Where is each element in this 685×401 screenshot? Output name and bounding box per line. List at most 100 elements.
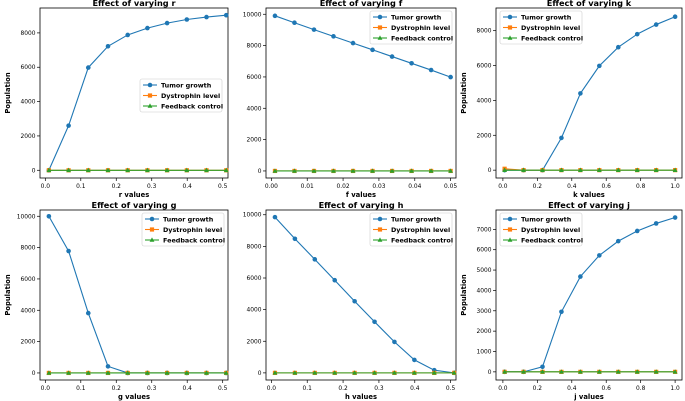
y-tick-label: 6000 xyxy=(21,277,36,283)
data-point xyxy=(292,168,297,173)
legend-marker xyxy=(147,103,153,108)
data-point xyxy=(540,364,545,370)
data-point xyxy=(577,167,583,172)
plot-frame xyxy=(265,209,457,381)
x-tick-label: 0.2 xyxy=(533,386,543,392)
data-point xyxy=(125,370,131,375)
y-tick-label: 4000 xyxy=(247,106,262,112)
data-point xyxy=(292,236,298,242)
x-tick-label: 0.4 xyxy=(567,184,577,190)
legend-label: Feedback control xyxy=(163,236,225,244)
subplot-1: Effect of varying r 0.0 0.1 0.2 0.3 0.4 0.5 0 20… xyxy=(4,0,229,199)
x-tick-label: 0.4 xyxy=(567,386,577,392)
data-point xyxy=(597,253,602,258)
data-point xyxy=(105,370,111,375)
x-tick-label: 0.05 xyxy=(444,184,457,190)
data-point xyxy=(46,167,52,173)
legend-label: Feedback control xyxy=(391,34,453,42)
data-point xyxy=(164,370,170,375)
legend-label: Dystrophin level xyxy=(521,226,580,234)
x-tick-label: 0.1 xyxy=(303,386,313,392)
subplot-3: Effect of varying k 0.0 0.2 0.4 0.6 0.8 1.0 0 20… xyxy=(460,0,683,199)
x-tick-label: 0.3 xyxy=(147,386,157,392)
legend-marker xyxy=(149,237,155,242)
y-tick-label: 10000 xyxy=(17,214,36,220)
data-point xyxy=(145,167,150,173)
x-tick-label: 0.0 xyxy=(41,184,51,190)
legend-label: Tumor growth xyxy=(391,13,442,21)
x-tick-label: 0.0 xyxy=(498,386,508,392)
data-point xyxy=(431,370,437,375)
series-tumor-growth xyxy=(502,215,678,375)
x-tick-label: 0.00 xyxy=(265,184,278,190)
y-tick-label: 8000 xyxy=(247,244,262,250)
subplot-4: Effect of varying g 0.0 0.1 0.2 0.3 0.4 0.5 0 20… xyxy=(4,200,229,401)
x-tick-label: 0.2 xyxy=(112,184,122,190)
data-point xyxy=(502,167,508,172)
legend-label: Feedback control xyxy=(521,34,583,42)
legend-marker xyxy=(377,25,383,30)
y-tick-label: 0 xyxy=(32,371,36,377)
legend-label: Dystrophin level xyxy=(161,92,220,100)
x-tick-label: 0.8 xyxy=(636,386,646,392)
data-point xyxy=(577,369,583,374)
data-point xyxy=(331,34,336,39)
chart-title: Effect of varying k xyxy=(547,0,632,8)
data-point xyxy=(634,167,640,172)
y-tick-label: 8000 xyxy=(247,44,262,50)
legend-box xyxy=(139,78,223,113)
data-point xyxy=(105,167,111,173)
legend: Tumor growth Dystrophin level Feedback con… xyxy=(499,212,583,247)
data-point xyxy=(350,168,356,173)
data-point xyxy=(105,364,111,369)
y-tick-label: 8000 xyxy=(21,31,36,37)
x-axis-label: r values xyxy=(119,191,150,199)
legend-marker xyxy=(377,216,383,222)
y-tick-label: 8000 xyxy=(477,29,492,35)
legend-label: Dystrophin level xyxy=(521,24,580,32)
series-feedback-control xyxy=(502,369,678,374)
x-axis-label: j values xyxy=(573,393,604,401)
x-tick-label: 0.5 xyxy=(218,386,228,392)
data-point xyxy=(311,27,317,32)
data-point xyxy=(540,369,545,374)
series-line xyxy=(48,14,227,171)
subplot-2: Effect of varying f 0.00 0.01 0.02 0.03 0.04 0… xyxy=(243,0,458,199)
x-tick-label: 0.0 xyxy=(498,184,508,190)
y-tick-label: 2000 xyxy=(247,339,262,345)
legend-marker xyxy=(147,82,153,88)
data-point xyxy=(653,22,659,27)
data-point xyxy=(223,370,229,375)
data-point xyxy=(412,357,417,363)
legend-marker xyxy=(377,227,383,232)
data-point xyxy=(164,167,170,173)
data-point xyxy=(653,167,659,172)
y-axis-label: Population xyxy=(460,274,468,316)
legend: Tumor growth Dystrophin level Feedback con… xyxy=(369,212,453,247)
x-tick-label: 0.01 xyxy=(301,184,314,190)
legend-marker xyxy=(377,237,383,242)
data-point xyxy=(521,369,526,374)
data-point xyxy=(125,32,130,38)
data-point xyxy=(448,74,453,80)
data-point xyxy=(272,214,278,220)
data-point xyxy=(184,370,190,375)
legend-label: Dystrophin level xyxy=(163,226,222,234)
series-line xyxy=(504,217,676,373)
legend-marker xyxy=(507,25,513,30)
x-axis-label: h values xyxy=(345,393,377,401)
y-axis-label: Population xyxy=(4,274,12,316)
data-point xyxy=(634,31,640,37)
y-tick-label: 10000 xyxy=(243,213,262,219)
data-point xyxy=(672,369,678,374)
data-point xyxy=(223,12,229,18)
data-point xyxy=(46,370,52,375)
y-tick-label: 0 xyxy=(258,371,262,377)
legend-marker xyxy=(149,216,155,222)
legend-marker xyxy=(149,227,155,232)
data-point xyxy=(332,370,338,375)
data-point xyxy=(411,370,417,375)
legend-label: Tumor growth xyxy=(163,215,214,223)
data-point xyxy=(615,369,621,374)
data-point xyxy=(596,369,602,374)
